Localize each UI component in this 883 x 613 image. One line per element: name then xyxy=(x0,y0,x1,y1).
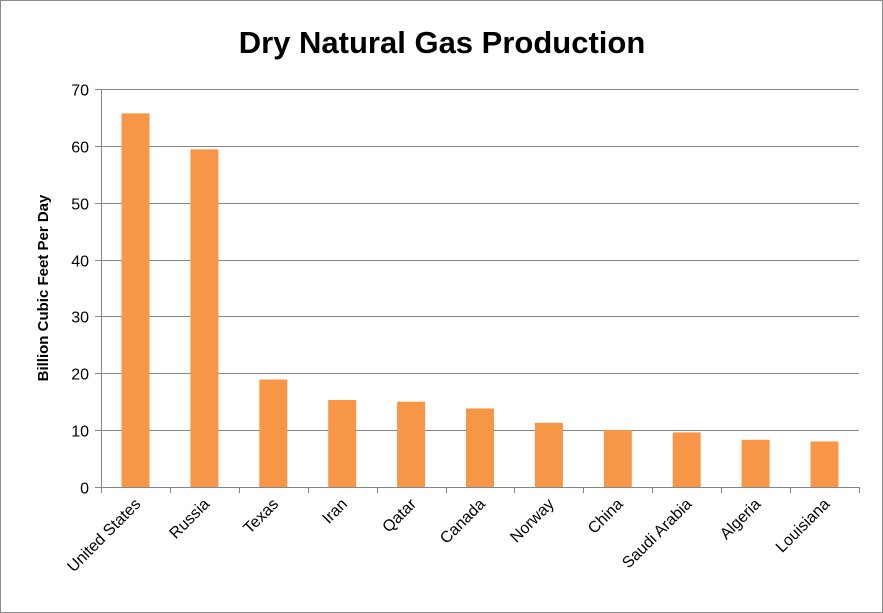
bar-saudi-arabia xyxy=(672,432,701,487)
axes xyxy=(101,89,860,493)
y-tick-label-50: 50 xyxy=(71,197,89,214)
y-tick-label-60: 60 xyxy=(71,140,89,157)
bar-algeria xyxy=(741,439,770,487)
x-tick-label-qatar: Qatar xyxy=(380,495,421,536)
bar-china xyxy=(603,430,632,487)
x-tick-label-louisiana: Louisiana xyxy=(773,496,834,557)
y-tick-label-0: 0 xyxy=(80,481,89,498)
bar-united-states xyxy=(121,113,150,488)
bars xyxy=(121,113,839,488)
x-tick-label-saudi-arabia: Saudi Arabia xyxy=(619,496,695,572)
y-tick-label-20: 20 xyxy=(71,367,89,384)
y-axis-ticks: 0 10 20 30 40 50 60 70 xyxy=(71,83,101,498)
gridlines xyxy=(101,89,859,431)
x-tick-label-china: China xyxy=(585,496,627,538)
x-tick-label-texas: Texas xyxy=(241,496,283,538)
x-tick-label-canada: Canada xyxy=(437,496,489,548)
bar-canada xyxy=(466,408,494,487)
x-tick-label-algeria: Algeria xyxy=(717,496,764,543)
bar-russia xyxy=(190,149,219,488)
x-tick-label-norway: Norway xyxy=(507,496,557,546)
y-axis-label: Billion Cubic Feet Per Day xyxy=(35,194,52,381)
x-tick-label-russia: Russia xyxy=(167,496,214,543)
bar-qatar xyxy=(397,401,426,487)
bar-louisiana xyxy=(810,441,839,487)
chart-title: Dry Natural Gas Production xyxy=(239,25,646,60)
x-tick-label-iran: Iran xyxy=(320,496,352,528)
y-tick-label-40: 40 xyxy=(71,254,89,271)
bar-texas xyxy=(259,379,288,487)
x-tick-label-united-states: United States xyxy=(64,496,144,576)
y-tick-label-70: 70 xyxy=(71,83,89,100)
x-axis-tick-labels: United States Russia Texas Iran Qatar Canada N… xyxy=(64,495,833,575)
y-tick-label-10: 10 xyxy=(71,424,89,441)
bar-norway xyxy=(534,422,563,487)
bar-iran xyxy=(328,400,357,487)
y-tick-label-30: 30 xyxy=(71,310,89,327)
